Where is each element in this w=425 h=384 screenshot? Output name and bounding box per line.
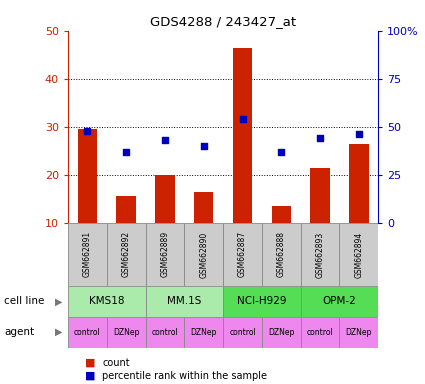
Text: percentile rank within the sample: percentile rank within the sample (102, 371, 267, 381)
FancyBboxPatch shape (300, 286, 378, 317)
Title: GDS4288 / 243427_at: GDS4288 / 243427_at (150, 15, 296, 28)
Text: KMS18: KMS18 (89, 296, 125, 306)
FancyBboxPatch shape (145, 286, 223, 317)
FancyBboxPatch shape (223, 317, 262, 348)
Text: GSM662894: GSM662894 (354, 231, 363, 278)
FancyBboxPatch shape (107, 223, 145, 286)
Bar (78, 129, 97, 223)
FancyBboxPatch shape (184, 223, 223, 286)
FancyBboxPatch shape (340, 223, 378, 286)
Text: ▶: ▶ (55, 296, 62, 306)
FancyBboxPatch shape (223, 223, 262, 286)
Text: ▶: ▶ (55, 327, 62, 337)
Text: GSM662887: GSM662887 (238, 231, 247, 278)
Text: control: control (229, 328, 256, 337)
Bar (233, 48, 252, 223)
Text: agent: agent (4, 327, 34, 337)
Text: NCI-H929: NCI-H929 (237, 296, 286, 306)
FancyBboxPatch shape (145, 223, 184, 286)
FancyBboxPatch shape (262, 317, 300, 348)
FancyBboxPatch shape (184, 317, 223, 348)
FancyBboxPatch shape (68, 286, 145, 317)
Text: GSM662888: GSM662888 (277, 232, 286, 277)
Bar (349, 144, 368, 223)
FancyBboxPatch shape (262, 223, 300, 286)
Point (355, 131, 362, 137)
Bar (155, 175, 175, 223)
Text: GSM662893: GSM662893 (316, 231, 325, 278)
Text: cell line: cell line (4, 296, 45, 306)
Text: control: control (307, 328, 334, 337)
Point (84, 127, 91, 134)
Bar (310, 167, 330, 223)
FancyBboxPatch shape (223, 286, 300, 317)
Text: control: control (74, 328, 101, 337)
FancyBboxPatch shape (107, 317, 145, 348)
Text: DZNep: DZNep (190, 328, 217, 337)
Text: DZNep: DZNep (346, 328, 372, 337)
Bar (272, 206, 291, 223)
Text: control: control (152, 328, 178, 337)
Text: GSM662891: GSM662891 (83, 231, 92, 278)
FancyBboxPatch shape (300, 223, 340, 286)
Point (239, 116, 246, 122)
Text: DZNep: DZNep (268, 328, 295, 337)
Text: GSM662890: GSM662890 (199, 231, 208, 278)
Text: count: count (102, 358, 130, 368)
Bar (194, 192, 213, 223)
Point (123, 149, 130, 155)
Point (162, 137, 168, 143)
Text: ■: ■ (85, 358, 96, 368)
FancyBboxPatch shape (300, 317, 340, 348)
Text: DZNep: DZNep (113, 328, 139, 337)
FancyBboxPatch shape (68, 317, 107, 348)
Text: OPM-2: OPM-2 (323, 296, 356, 306)
FancyBboxPatch shape (340, 317, 378, 348)
Text: GSM662889: GSM662889 (161, 231, 170, 278)
Text: MM.1S: MM.1S (167, 296, 201, 306)
Point (278, 149, 285, 155)
Bar (116, 196, 136, 223)
FancyBboxPatch shape (145, 317, 184, 348)
Point (317, 135, 323, 141)
Text: GSM662892: GSM662892 (122, 231, 130, 278)
FancyBboxPatch shape (68, 223, 107, 286)
Text: ■: ■ (85, 371, 96, 381)
Point (200, 143, 207, 149)
